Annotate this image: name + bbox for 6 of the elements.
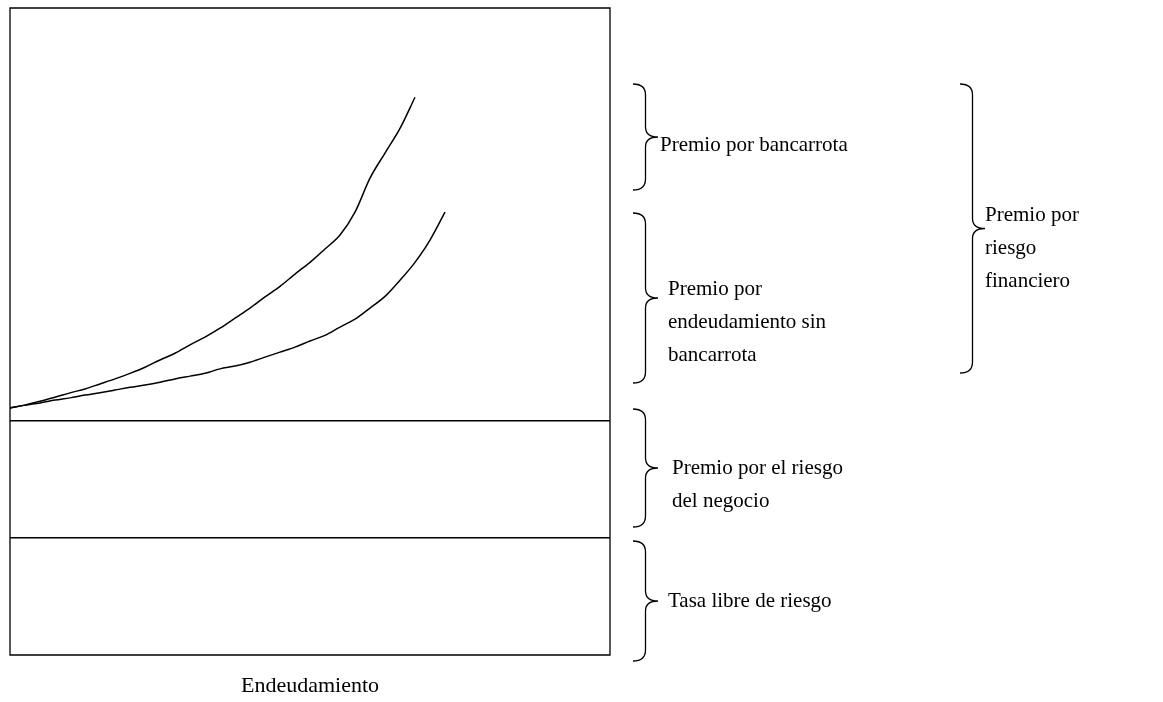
text: Premio por bancarrota — [660, 131, 849, 158]
text: Tasa libre de riesgo — [668, 587, 833, 614]
text: Premio por el riesgo del negocio — [672, 454, 844, 514]
text: Premio por endeudamiento sin bancarrota — [668, 275, 828, 368]
text: Premio por riesgo financiero — [985, 201, 1080, 294]
x-axis-title: Endeudamiento — [239, 672, 381, 698]
